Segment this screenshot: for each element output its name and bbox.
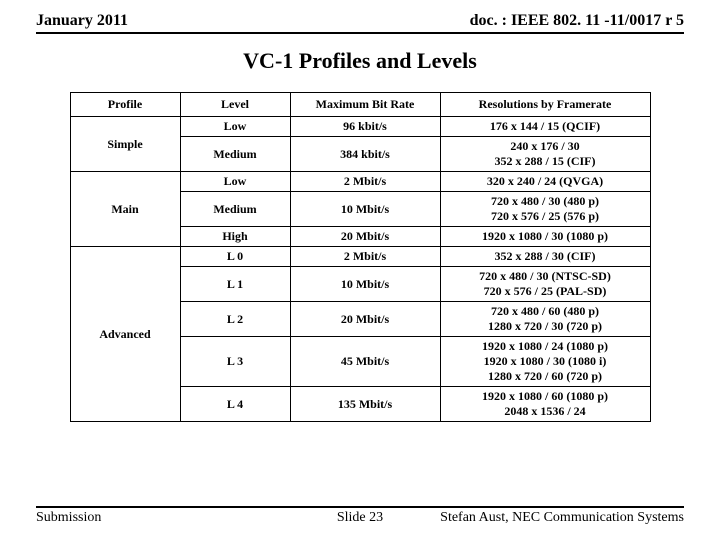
slide-title: VC-1 Profiles and Levels — [36, 48, 684, 74]
col-level: Level — [180, 93, 290, 117]
cell-bitrate: 20 Mbit/s — [290, 227, 440, 247]
cell-bitrate: 384 kbit/s — [290, 137, 440, 172]
col-profile: Profile — [70, 93, 180, 117]
cell-resolutions: 1920 x 1080 / 24 (1080 p)1920 x 1080 / 3… — [440, 337, 650, 387]
cell-resolutions: 1920 x 1080 / 30 (1080 p) — [440, 227, 650, 247]
cell-level: L 1 — [180, 267, 290, 302]
cell-level: Medium — [180, 137, 290, 172]
header-date: January 2011 — [36, 12, 128, 30]
cell-profile: Main — [70, 172, 180, 247]
table-row: AdvancedL 02 Mbit/s352 x 288 / 30 (CIF) — [70, 247, 650, 267]
cell-resolutions: 352 x 288 / 30 (CIF) — [440, 247, 650, 267]
cell-level: L 0 — [180, 247, 290, 267]
cell-bitrate: 20 Mbit/s — [290, 302, 440, 337]
table-row: MainLow2 Mbit/s320 x 240 / 24 (QVGA) — [70, 172, 650, 192]
cell-level: Low — [180, 172, 290, 192]
cell-bitrate: 96 kbit/s — [290, 117, 440, 137]
col-bitrate: Maximum Bit Rate — [290, 93, 440, 117]
cell-resolutions: 720 x 480 / 30 (NTSC-SD)720 x 576 / 25 (… — [440, 267, 650, 302]
cell-resolutions: 240 x 176 / 30352 x 288 / 15 (CIF) — [440, 137, 650, 172]
col-resolutions: Resolutions by Framerate — [440, 93, 650, 117]
header-doc-ref: doc. : IEEE 802. 11 -11/0017 r 5 — [470, 12, 684, 30]
cell-bitrate: 10 Mbit/s — [290, 267, 440, 302]
cell-level: L 4 — [180, 387, 290, 422]
cell-bitrate: 10 Mbit/s — [290, 192, 440, 227]
slide-footer: Submission Slide 23 Stefan Aust, NEC Com… — [36, 506, 684, 526]
footer-center: Slide 23 — [36, 510, 684, 526]
cell-resolutions: 1920 x 1080 / 60 (1080 p)2048 x 1536 / 2… — [440, 387, 650, 422]
cell-level: Low — [180, 117, 290, 137]
cell-level: Medium — [180, 192, 290, 227]
cell-profile: Simple — [70, 117, 180, 172]
table-header-row: Profile Level Maximum Bit Rate Resolutio… — [70, 93, 650, 117]
table-row: SimpleLow96 kbit/s176 x 144 / 15 (QCIF) — [70, 117, 650, 137]
cell-resolutions: 720 x 480 / 30 (480 p)720 x 576 / 25 (57… — [440, 192, 650, 227]
table-container: Profile Level Maximum Bit Rate Resolutio… — [36, 92, 684, 422]
cell-bitrate: 2 Mbit/s — [290, 172, 440, 192]
cell-resolutions: 176 x 144 / 15 (QCIF) — [440, 117, 650, 137]
cell-resolutions: 320 x 240 / 24 (QVGA) — [440, 172, 650, 192]
footer-rule — [36, 506, 684, 508]
cell-profile: Advanced — [70, 247, 180, 422]
cell-resolutions: 720 x 480 / 60 (480 p)1280 x 720 / 30 (7… — [440, 302, 650, 337]
profiles-table: Profile Level Maximum Bit Rate Resolutio… — [70, 92, 651, 422]
cell-level: High — [180, 227, 290, 247]
cell-level: L 2 — [180, 302, 290, 337]
cell-bitrate: 45 Mbit/s — [290, 337, 440, 387]
cell-bitrate: 135 Mbit/s — [290, 387, 440, 422]
cell-level: L 3 — [180, 337, 290, 387]
slide-header: January 2011 doc. : IEEE 802. 11 -11/001… — [36, 12, 684, 34]
cell-bitrate: 2 Mbit/s — [290, 247, 440, 267]
